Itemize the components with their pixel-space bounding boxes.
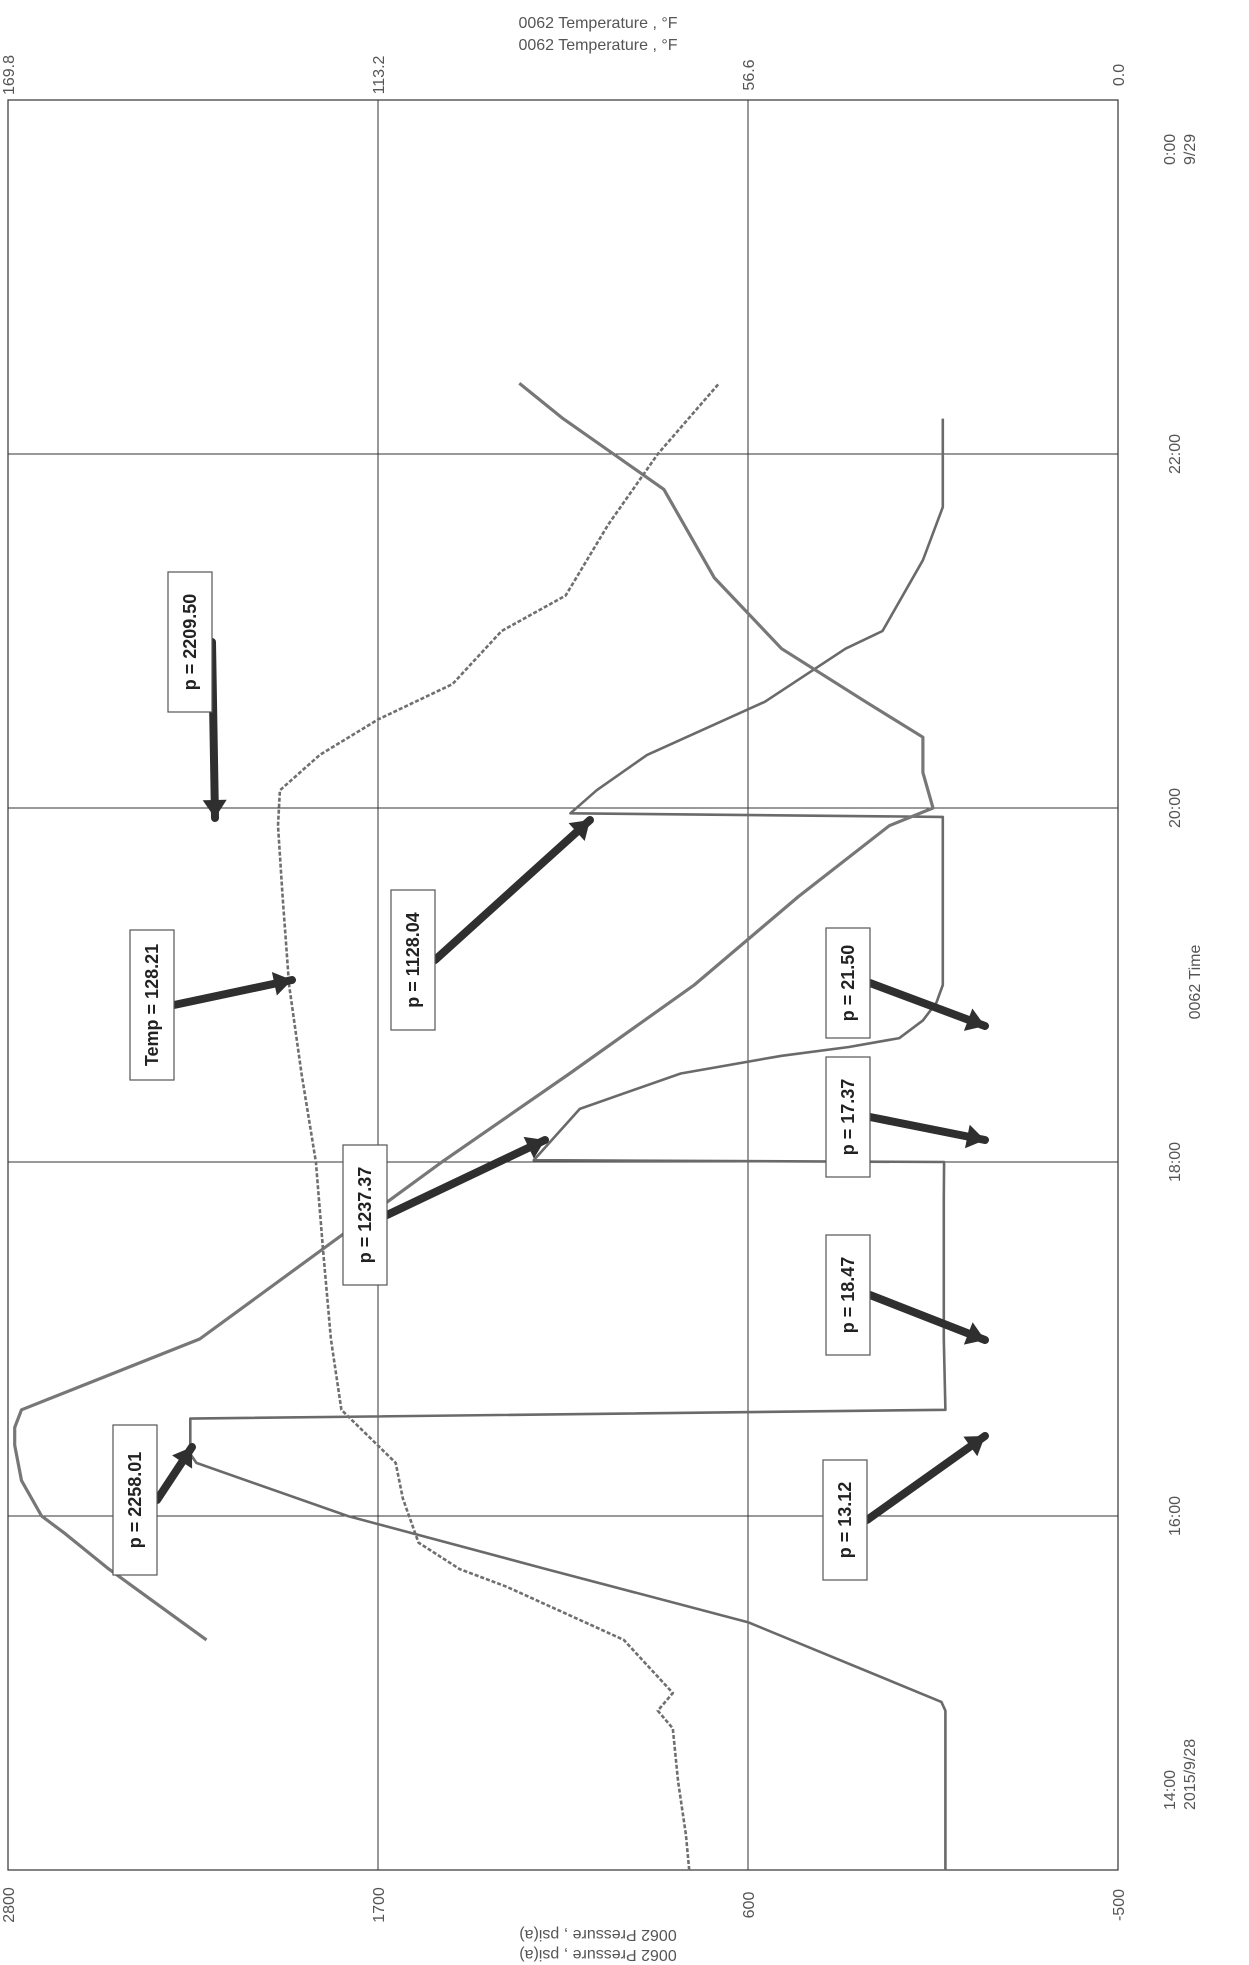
series-line-1 (13, 381, 935, 1642)
time-tick-label-4: 22:00 (1167, 434, 1184, 474)
callout-arrow-2 (866, 1291, 989, 1344)
time-tick-label-3: 20:00 (1167, 788, 1184, 828)
callout-label-8: p = 2209.50 (180, 594, 200, 691)
callout-arrowhead-2 (963, 1322, 985, 1345)
callout-box-5 (129, 929, 175, 1081)
pressure-tick-label-1: 600 (741, 1892, 758, 1919)
callout-arrow-7 (431, 816, 594, 964)
callout-arrowhead-1 (963, 1436, 985, 1457)
callout-label-7: p = 1128.04 (403, 912, 423, 1008)
callout-arrowhead-8 (202, 799, 227, 818)
time-start-date-label: 2015/9/28 (1182, 1739, 1199, 1810)
callout-label-2: p = 18.47 (838, 1257, 858, 1334)
callout-arrowhead-3 (523, 1136, 545, 1159)
callout-box-3 (342, 1144, 388, 1286)
callout-label-6: p = 21.50 (838, 945, 858, 1022)
temperature-axis-title: 0062 Temperature , °F (518, 15, 677, 32)
time-end-label: 0:00 (1162, 134, 1179, 165)
callout-label-1: p = 13.12 (835, 1482, 855, 1559)
time-end-date-label: 9/29 (1182, 134, 1199, 165)
callout-box-7 (390, 889, 436, 1031)
callout-arrowhead-4 (964, 1124, 985, 1149)
callout-layer: p = 2258.01 p = 13.12 p = 18.47 p = 1237.37… (112, 571, 989, 1581)
callout-label-3: p = 1237.37 (355, 1167, 375, 1264)
time-axis-title: 0062 Time (1187, 945, 1204, 1020)
callout-box-2 (825, 1234, 871, 1356)
callout-box-8 (167, 571, 213, 713)
series-line-2 (276, 382, 721, 1871)
temperature-tick-label-3: 169.8 (1, 55, 18, 95)
callout-arrowhead-5 (271, 971, 292, 996)
series-line-0 (189, 418, 947, 1870)
plot-frame (7, 99, 1119, 1871)
time-start-label: 14:00 (1162, 1770, 1179, 1810)
callout-box-6 (825, 927, 871, 1039)
pressure-axis-title-repeat: 0062 Pressure , psi(a) (519, 1946, 676, 1963)
callout-arrowhead-6 (963, 1008, 985, 1031)
callout-arrow-6 (866, 979, 989, 1030)
time-tick-label-2: 18:00 (1167, 1142, 1184, 1182)
callout-box-4 (825, 1056, 871, 1178)
pressure-tick-label-2: 1700 (371, 1887, 388, 1923)
temperature-tick-label-2: 113.2 (371, 55, 388, 94)
temperature-tick-label-0: 0.0 (1111, 64, 1128, 86)
time-tick-label-1: 16:00 (1167, 1496, 1184, 1536)
series-layer (13, 381, 947, 1871)
pressure-tick-label-3: 2800 (1, 1887, 18, 1923)
grid-lines (7, 99, 1119, 1871)
callout-label-4: p = 17.37 (838, 1079, 858, 1156)
callout-arrow-1 (863, 1432, 989, 1524)
callout-arrowhead-0 (172, 1447, 193, 1469)
callout-arrow-3 (383, 1136, 549, 1219)
temperature-tick-label-1: 56.6 (741, 59, 758, 90)
callout-box-0 (112, 1424, 158, 1576)
callout-arrow-4 (866, 1113, 989, 1144)
temperature-axis-title-repeat: 0062 Temperature , °F (518, 37, 677, 54)
callout-box-1 (822, 1459, 868, 1581)
pressure-tick-label-0: -500 (1111, 1889, 1128, 1921)
callout-label-5: Temp = 128.21 (142, 944, 162, 1066)
pressure-axis-title: 0062 Pressure , psi(a) (519, 1926, 676, 1943)
callout-arrowhead-7 (568, 820, 590, 841)
callout-label-0: p = 2258.01 (125, 1452, 145, 1549)
callout-arrow-5 (170, 976, 296, 1009)
axis-text-layer: 0062 Temperature , °F 0062 Temperature ,… (1, 15, 1204, 1963)
